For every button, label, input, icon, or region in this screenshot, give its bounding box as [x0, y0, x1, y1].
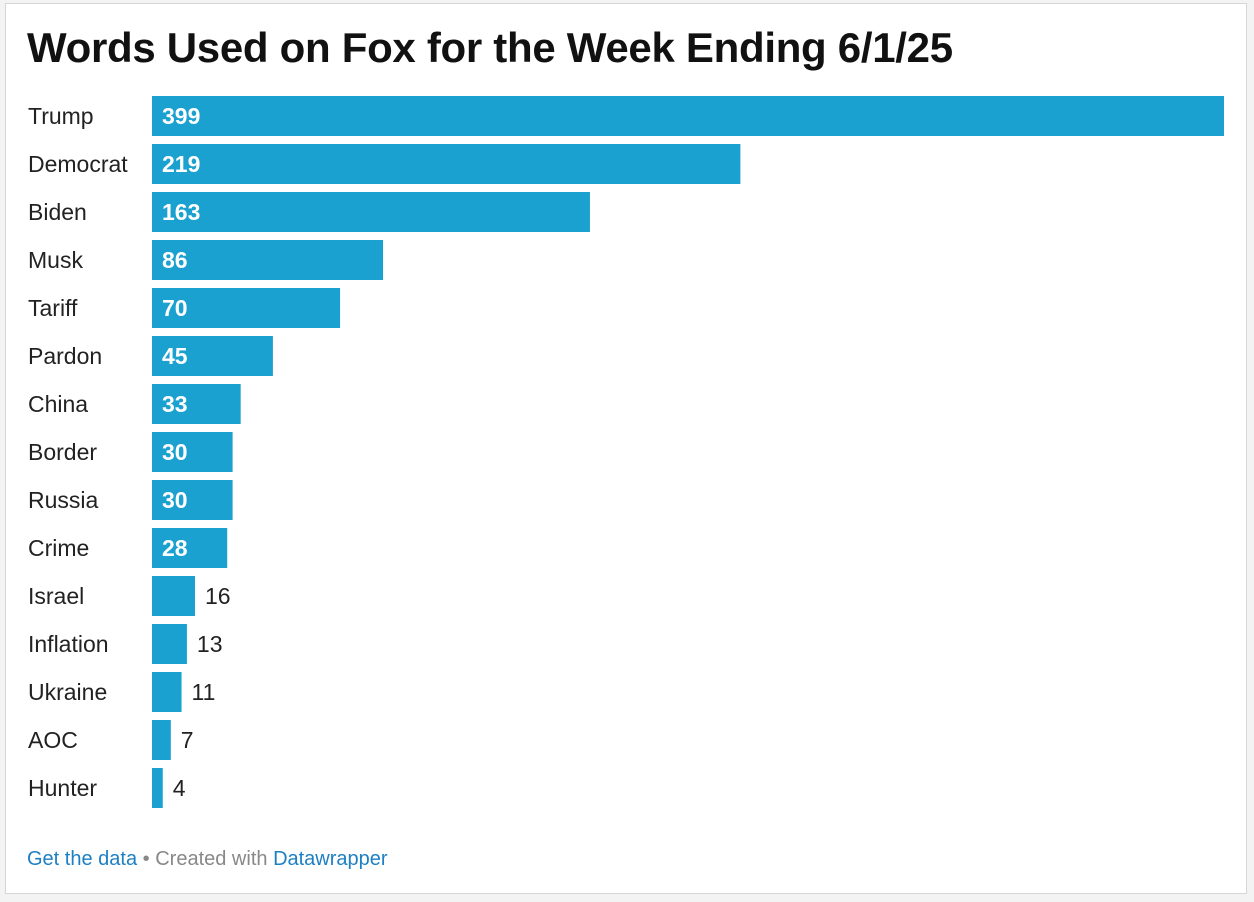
category-label-biden: Biden: [28, 199, 87, 225]
datawrapper-link[interactable]: Datawrapper: [273, 848, 388, 870]
value-label-trump: 399: [162, 103, 200, 129]
bar-aoc[interactable]: [152, 720, 171, 760]
category-label-border: Border: [28, 439, 97, 465]
value-label-hunter: 4: [173, 775, 186, 801]
value-label-israel: 16: [205, 583, 231, 609]
category-label-crime: Crime: [28, 535, 89, 561]
bar-biden[interactable]: [152, 192, 590, 232]
chart-title: Words Used on Fox for the Week Ending 6/…: [27, 24, 953, 71]
value-label-border: 30: [162, 439, 188, 465]
category-label-hunter: Hunter: [28, 775, 97, 801]
value-label-biden: 163: [162, 199, 200, 225]
value-label-democrat: 219: [162, 151, 200, 177]
value-label-aoc: 7: [181, 727, 194, 753]
category-label-tariff: Tariff: [28, 295, 78, 321]
bar-trump[interactable]: [152, 96, 1224, 136]
footer-separator: •: [142, 848, 150, 870]
chart-footer: Get the data • Created with Datawrapper: [27, 848, 388, 871]
bar-border[interactable]: [152, 432, 233, 472]
bar-inflation[interactable]: [152, 624, 187, 664]
get-the-data-link[interactable]: Get the data: [27, 848, 138, 870]
bar-crime[interactable]: [152, 528, 228, 568]
category-label-ukraine: Ukraine: [28, 679, 107, 705]
category-label-inflation: Inflation: [28, 631, 109, 657]
value-label-crime: 28: [162, 535, 188, 561]
value-label-pardon: 45: [162, 343, 188, 369]
bar-chart: Trump 399 Democrat 219 Biden 163 Musk 86 Tariff 7…: [28, 96, 1224, 808]
category-label-trump: Trump: [28, 103, 94, 129]
category-label-pardon: Pardon: [28, 343, 102, 369]
value-label-china: 33: [162, 391, 188, 417]
bar-russia[interactable]: [152, 480, 233, 520]
bar-pardon[interactable]: [152, 336, 273, 376]
value-label-ukraine: 11: [192, 679, 216, 705]
bar-israel[interactable]: [152, 576, 195, 616]
bar-ukraine[interactable]: [152, 672, 182, 712]
category-label-china: China: [28, 391, 88, 417]
bar-musk[interactable]: [152, 240, 384, 280]
value-label-inflation: 13: [197, 631, 223, 657]
category-label-aoc: AOC: [28, 727, 78, 753]
bar-democrat[interactable]: [152, 144, 741, 184]
bar-china[interactable]: [152, 384, 241, 424]
bar-hunter[interactable]: [152, 768, 163, 808]
value-label-tariff: 70: [162, 295, 188, 321]
category-label-israel: Israel: [28, 583, 84, 609]
created-with-text: Created with: [155, 848, 268, 870]
value-label-russia: 30: [162, 487, 188, 513]
category-label-democrat: Democrat: [28, 151, 128, 177]
bar-tariff[interactable]: [152, 288, 341, 328]
category-label-musk: Musk: [28, 247, 83, 273]
value-label-musk: 86: [162, 247, 188, 273]
category-label-russia: Russia: [28, 487, 99, 513]
